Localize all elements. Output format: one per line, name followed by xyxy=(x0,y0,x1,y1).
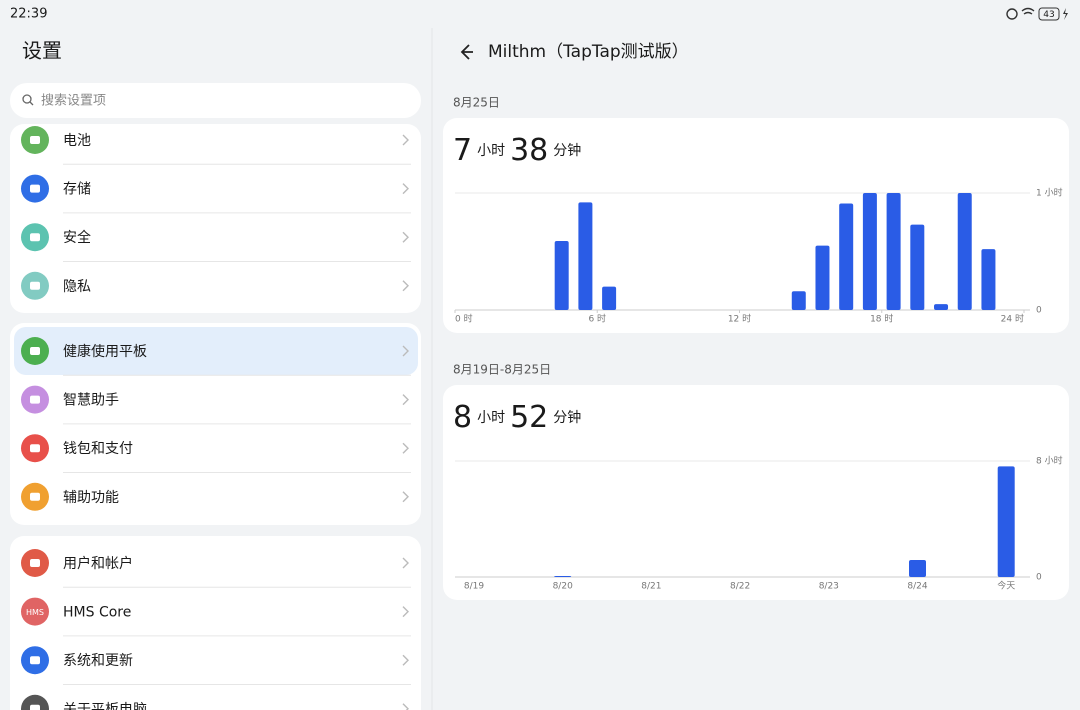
search-box[interactable] xyxy=(10,83,421,118)
bar xyxy=(997,466,1015,577)
wifi-icon xyxy=(1021,7,1035,15)
bar xyxy=(839,203,854,310)
sidebar-title: 设置 xyxy=(22,39,62,63)
bar xyxy=(862,193,877,310)
bar xyxy=(578,202,593,310)
icon-glyph xyxy=(30,395,40,404)
x-tick-label: 24 时 xyxy=(1001,313,1024,325)
bar xyxy=(886,193,901,310)
usage-card xyxy=(443,385,1069,600)
status-time: 22:39 xyxy=(10,7,47,22)
bar xyxy=(791,291,806,310)
menu-item-label[interactable]: 系统和更新 xyxy=(63,653,133,669)
x-tick-label: 8/23 xyxy=(819,582,839,592)
x-tick-label: 8/24 xyxy=(907,582,927,592)
bar xyxy=(815,245,830,310)
usage-minutes-unit: 分钟 xyxy=(553,409,581,426)
y-tick-label: 8 小时 xyxy=(1036,455,1063,467)
bar xyxy=(981,249,996,310)
menu-item-label[interactable]: 电池 xyxy=(63,133,91,149)
x-tick-label: 8/20 xyxy=(553,582,573,592)
menu-item-label[interactable]: 存储 xyxy=(63,182,91,198)
charging-icon xyxy=(1063,8,1068,20)
search-placeholder: 搜索设置项 xyxy=(41,94,106,109)
section-date: 8月19日-8月25日 xyxy=(453,363,551,377)
search-icon xyxy=(29,101,34,106)
icon-glyph xyxy=(30,136,40,144)
chevron xyxy=(402,654,409,666)
usage-hours-unit: 小时 xyxy=(477,143,505,159)
icon-glyph xyxy=(30,656,40,665)
bar xyxy=(554,240,569,310)
item-icon xyxy=(21,597,49,626)
icon-glyph xyxy=(30,444,40,453)
x-tick-label: 8/19 xyxy=(464,582,484,592)
icon-glyph xyxy=(30,184,40,193)
chevron xyxy=(402,606,409,618)
settings-group xyxy=(10,124,421,313)
menu-item-label[interactable]: 安全 xyxy=(63,229,91,246)
settings-group xyxy=(10,536,421,710)
y-tick-label: 0 xyxy=(1036,306,1042,316)
y-tick-label: 0 xyxy=(1036,573,1042,583)
icon-glyph xyxy=(30,281,40,290)
icon-label: HMS xyxy=(26,608,44,617)
chevron xyxy=(402,183,409,195)
chevron xyxy=(402,345,409,357)
chevron xyxy=(402,442,409,454)
chevron xyxy=(402,280,409,292)
battery-icon xyxy=(1038,7,1060,21)
bar xyxy=(957,193,972,310)
icon xyxy=(1006,8,1018,20)
bar xyxy=(554,575,572,577)
usage-hours-unit: 小时 xyxy=(477,410,505,426)
usage-total: 7 小时 38 分钟 xyxy=(453,133,581,168)
menu-item-label[interactable]: 钱包和支付 xyxy=(63,441,133,457)
search-icon xyxy=(22,94,32,104)
x-tick-label: 今天 xyxy=(997,580,1015,592)
chevron xyxy=(402,134,409,146)
usage-minutes: 52 xyxy=(510,400,548,435)
icon-glyph xyxy=(30,704,40,710)
back-button[interactable] xyxy=(460,44,473,60)
battery-level: 43 xyxy=(1043,10,1054,20)
menu-item-label[interactable]: 辅助功能 xyxy=(63,490,119,506)
x-tick-label: 12 时 xyxy=(728,313,751,325)
usage-hours: 7 xyxy=(453,133,472,168)
x-tick-label: 8/22 xyxy=(730,582,750,592)
chevron xyxy=(402,231,409,243)
chevron xyxy=(402,394,409,406)
menu-item-label[interactable]: HMS Core xyxy=(63,605,131,621)
x-tick-label: 8/21 xyxy=(641,582,661,592)
chevron xyxy=(402,703,409,710)
selected-highlight xyxy=(14,327,418,375)
bar xyxy=(909,560,926,577)
page-title: Milthm（TapTap测试版） xyxy=(488,42,689,62)
icon-glyph xyxy=(30,233,40,242)
x-tick-label: 18 时 xyxy=(870,313,893,325)
usage-minutes-unit: 分钟 xyxy=(553,142,581,159)
bar xyxy=(910,224,925,310)
section-date: 8月25日 xyxy=(453,96,500,110)
bar xyxy=(602,286,617,310)
menu-item-label[interactable]: 关于平板电脑 xyxy=(63,702,147,710)
usage-minutes: 38 xyxy=(510,133,548,168)
menu-item-label[interactable]: 智慧助手 xyxy=(63,393,119,409)
icon-glyph xyxy=(30,347,40,355)
usage-total: 8 小时 52 分钟 xyxy=(453,400,581,435)
menu-item-label[interactable]: 隐私 xyxy=(63,279,91,295)
chevron xyxy=(402,491,409,503)
y-tick-label: 1 小时 xyxy=(1036,187,1063,199)
x-tick-label: 0 时 xyxy=(455,313,473,325)
item-icon xyxy=(21,694,49,710)
icon-glyph xyxy=(30,492,40,501)
chevron xyxy=(402,557,409,569)
bar xyxy=(934,304,949,310)
usage-hours: 8 xyxy=(453,400,472,435)
menu-item-label[interactable]: 用户和帐户 xyxy=(63,555,133,572)
menu-item-label[interactable]: 健康使用平板 xyxy=(63,343,147,360)
x-tick-label: 6 时 xyxy=(588,313,606,325)
icon-glyph xyxy=(30,559,40,567)
